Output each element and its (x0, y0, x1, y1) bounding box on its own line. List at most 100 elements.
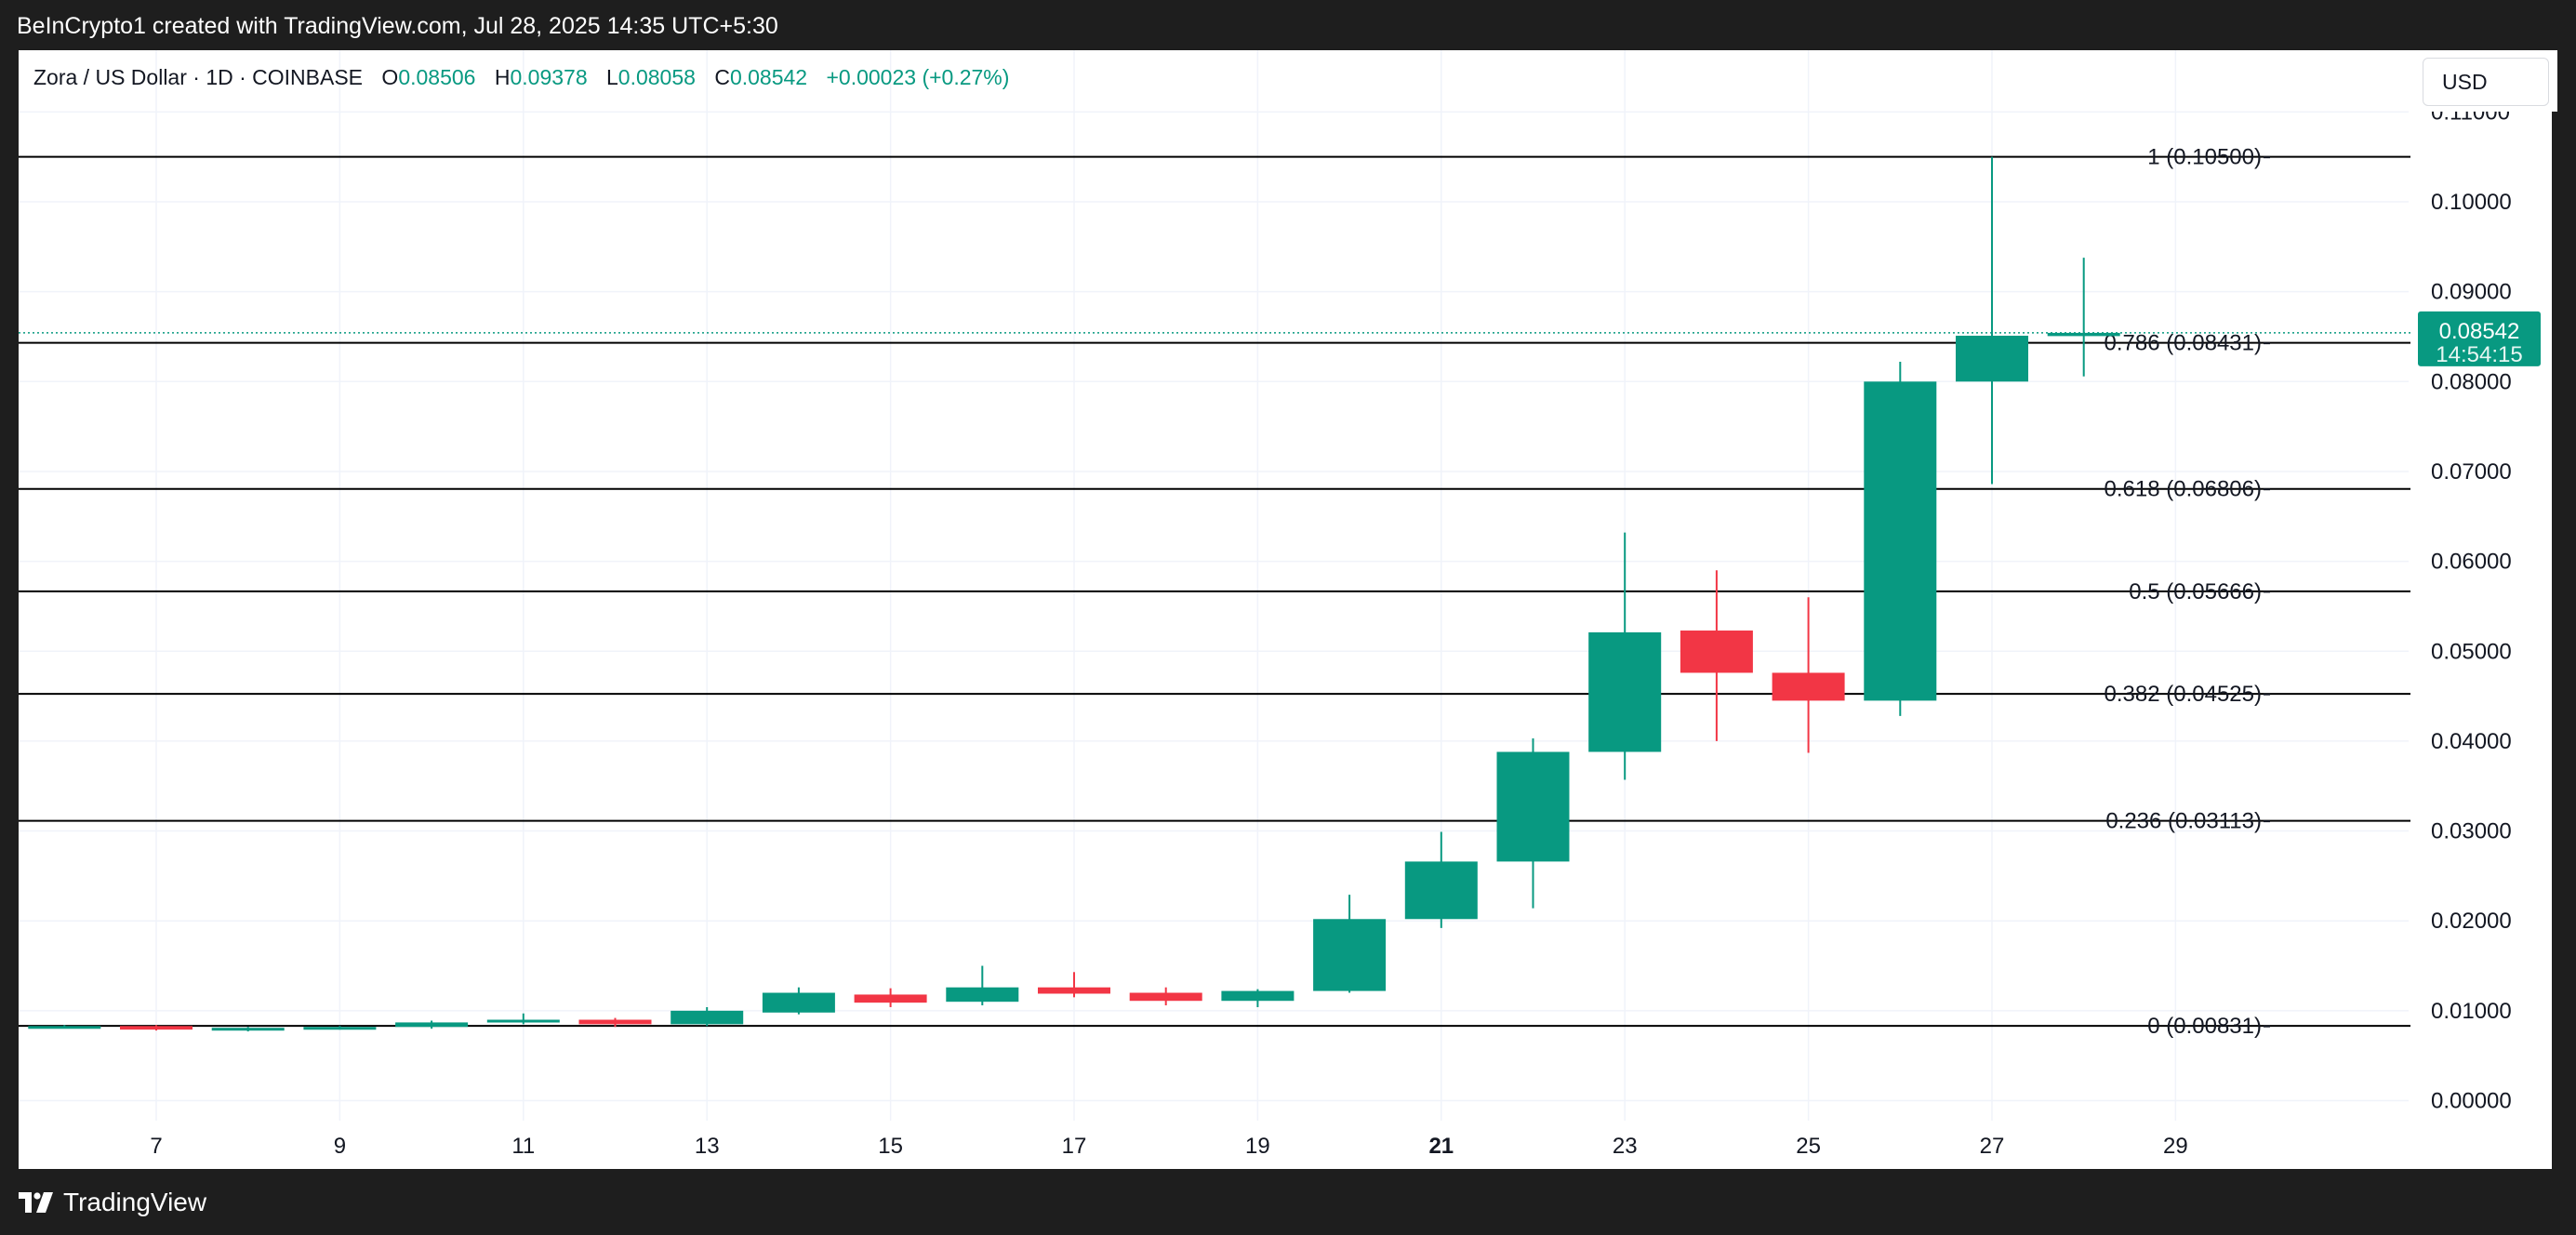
symbol-legend: Zora / US Dollar · 1D · COINBASE O0.0850… (33, 65, 1009, 90)
price-axis-label: 0.06000 (2431, 550, 2512, 575)
time-axis-label: 17 (1062, 1134, 1087, 1159)
candle[interactable] (1496, 738, 1570, 909)
close-value: 0.08542 (729, 65, 808, 89)
candle-body (2047, 332, 2120, 337)
fib-level-label: 0.236 (0.03113) (2105, 809, 2262, 834)
candle-body (1680, 631, 1753, 673)
price-tag-countdown: 14:54:15 (2436, 342, 2522, 367)
candle-body (1496, 751, 1570, 862)
candle-body (1404, 861, 1478, 920)
candle-body (120, 1026, 193, 1030)
candle-body (854, 994, 927, 1003)
candle-body (578, 1019, 652, 1025)
candle-body (486, 1019, 560, 1023)
candle-body (1221, 990, 1295, 1002)
candle[interactable] (1404, 831, 1478, 928)
price-tag-value: 0.08542 (2439, 319, 2520, 344)
candle-body (211, 1028, 285, 1031)
price-tag-box (2418, 311, 2541, 366)
bottom-bar (0, 1169, 2576, 1235)
close-label: C (714, 65, 730, 89)
time-axis-label: 19 (1245, 1134, 1270, 1159)
candle[interactable] (395, 1020, 469, 1029)
candle[interactable] (1588, 532, 1662, 780)
change-value: +0.00023 (+0.27%) (826, 65, 1010, 89)
candle-body (1038, 987, 1110, 994)
currency-button[interactable]: USD (2423, 58, 2549, 106)
price-axis-label: 0.05000 (2431, 639, 2512, 664)
grid-lines (19, 50, 2409, 1121)
candle[interactable] (486, 1013, 560, 1025)
candle[interactable] (1313, 895, 1387, 993)
price-axis-label: 0.09000 (2431, 280, 2512, 305)
time-axis-label: 21 (1428, 1134, 1454, 1159)
chart-panel[interactable] (19, 50, 2552, 1169)
candle[interactable] (854, 988, 927, 1007)
candle[interactable] (1221, 989, 1295, 1007)
credit-text: BeInCrypto1 created with TradingView.com… (17, 13, 778, 39)
candle-body (762, 992, 835, 1013)
open-value: 0.08506 (398, 65, 476, 89)
fib-level-label: 0.618 (0.06806) (2105, 477, 2262, 502)
candle-body (1313, 919, 1387, 991)
candle[interactable] (211, 1027, 285, 1032)
candle[interactable] (1772, 597, 1845, 753)
price-axis[interactable]: 0.00000 0.01000 0.02000 0.03000 0.04000 0.050… (2418, 50, 2557, 1114)
candle[interactable] (762, 987, 835, 1015)
fib-level-label: 0.786 (0.08431) (2105, 331, 2262, 356)
time-axis-label: 27 (1980, 1134, 2005, 1159)
fib-level-label: 0.382 (0.04525) (2105, 682, 2262, 707)
candle-body (1772, 672, 1845, 701)
candle-body (395, 1022, 469, 1028)
fib-retracement[interactable]: 1 (0.10500) 0.786 (0.08431) 0.618 (0.06806… (19, 145, 2410, 1040)
candle-body (1588, 631, 1662, 752)
price-axis-label: 0.08000 (2431, 369, 2512, 394)
candle[interactable] (1038, 972, 1110, 998)
time-axis-label: 15 (878, 1134, 903, 1159)
candle[interactable] (2047, 258, 2120, 377)
brand-label: TradingView (63, 1188, 207, 1216)
candles[interactable] (28, 156, 2120, 1032)
candle-body (303, 1027, 377, 1030)
candle[interactable] (578, 1017, 652, 1028)
time-axis-label: 29 (2163, 1134, 2188, 1159)
time-axis-label: 7 (150, 1134, 162, 1159)
candle-body (1956, 336, 2028, 382)
candle[interactable] (28, 1025, 101, 1029)
candle[interactable] (1680, 570, 1753, 741)
candle[interactable] (1956, 156, 2028, 485)
price-axis-label: 0.02000 (2431, 909, 2512, 934)
time-axis-label: 25 (1796, 1134, 1821, 1159)
candle[interactable] (120, 1025, 193, 1031)
high-value: 0.09378 (510, 65, 588, 89)
fib-level-label: 0 (0.00831) (2147, 1014, 2262, 1039)
candle[interactable] (1864, 362, 1937, 716)
high-label: H (494, 65, 511, 89)
time-axis-label: 11 (511, 1134, 535, 1159)
top-bar: BeInCrypto1 created with TradingView.com… (0, 0, 2576, 50)
tradingview-logo-icon (19, 1192, 53, 1213)
price-axis-label: 0.00000 (2431, 1089, 2512, 1114)
tradingview-brand[interactable]: TradingView (19, 1188, 206, 1217)
time-axis-label: 9 (334, 1134, 346, 1159)
candle-body (28, 1026, 101, 1029)
candle-body (946, 987, 1019, 1003)
price-axis-label: 0.03000 (2431, 819, 2512, 844)
price-axis-label: 0.04000 (2431, 729, 2512, 754)
candle-body (671, 1010, 744, 1025)
time-axis[interactable]: 7 9 11 13 15 17 19 21 23 25 27 29 (150, 1134, 2187, 1159)
candle-body (1864, 381, 1937, 701)
candle[interactable] (303, 1026, 377, 1030)
time-axis-label: 23 (1613, 1134, 1638, 1159)
low-value: 0.08058 (617, 65, 696, 89)
price-axis-label: 0.10000 (2431, 190, 2512, 215)
price-axis-label: 0.07000 (2431, 459, 2512, 485)
candle[interactable] (671, 1006, 744, 1027)
price-axis-label: 0.01000 (2431, 999, 2512, 1024)
candle[interactable] (1129, 987, 1202, 1006)
candle[interactable] (946, 965, 1019, 1006)
symbol-name[interactable]: Zora / US Dollar · 1D · COINBASE (33, 65, 364, 89)
open-label: O (381, 65, 399, 89)
